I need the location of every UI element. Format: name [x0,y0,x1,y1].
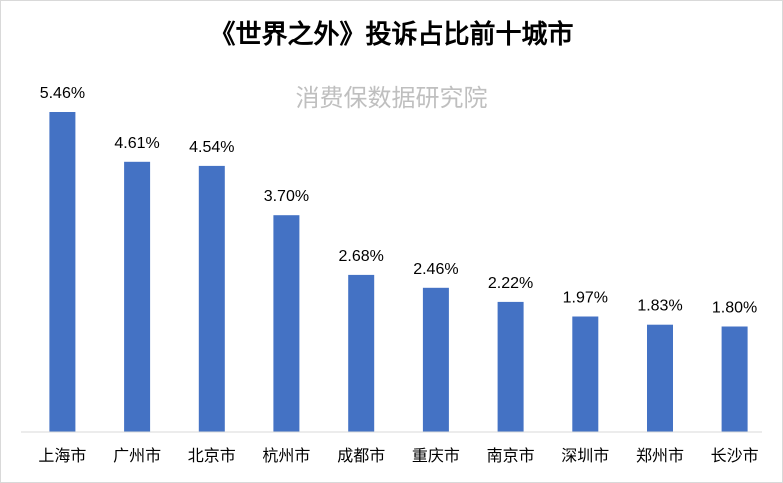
bar-10 [721,326,748,432]
data-label-6: 2.46% [413,261,458,278]
bar-5 [348,274,375,432]
bar-3 [198,165,225,432]
data-label-2: 4.61% [114,135,159,152]
data-label-10: 1.80% [712,300,757,317]
data-label-8: 1.97% [563,290,608,307]
data-label-9: 1.83% [637,298,682,315]
category-label-3: 北京市 [188,446,236,465]
bar-2 [124,161,151,433]
data-label-3: 4.54% [189,139,234,156]
data-label-1: 5.46% [40,85,85,102]
category-label-6: 重庆市 [412,446,460,465]
category-label-8: 深圳市 [561,446,609,465]
bar-8 [572,316,599,432]
category-label-1: 上海市 [38,446,86,465]
data-label-5: 2.68% [339,248,384,265]
category-label-2: 广州市 [113,446,161,465]
bar-7 [497,301,524,432]
category-label-4: 杭州市 [262,446,310,465]
category-label-10: 长沙市 [711,446,759,465]
data-label-4: 3.70% [264,188,309,205]
category-label-7: 南京市 [487,446,535,465]
bar-1 [49,112,76,432]
watermark: 消费保数据研究院 [295,84,488,112]
data-label-7: 2.22% [488,275,533,292]
category-label-9: 郑州市 [636,446,684,465]
bar-9 [647,324,673,432]
bar-6 [422,287,449,432]
category-label-5: 成都市 [337,446,385,465]
chart-title: 《世界之外》投诉占比前十城市 [209,20,574,50]
bar-4 [273,215,300,432]
